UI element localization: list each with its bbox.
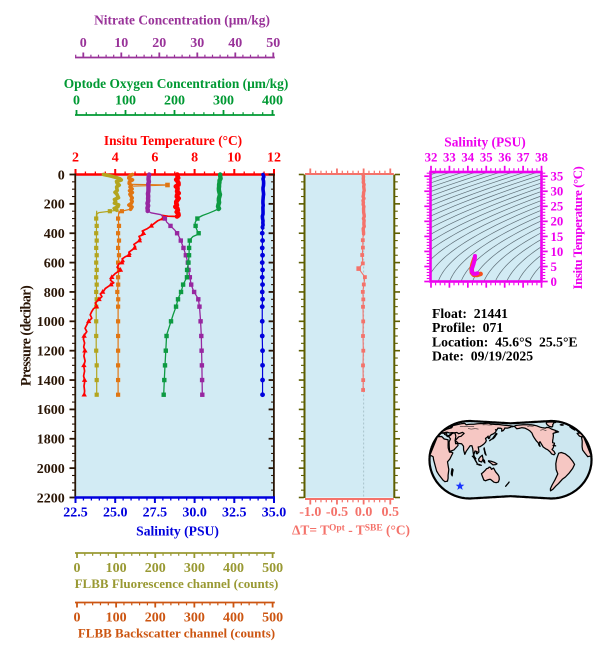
svg-text:200: 200 — [44, 198, 65, 213]
svg-text:400: 400 — [262, 94, 283, 109]
svg-text:15: 15 — [551, 230, 564, 244]
svg-text:0: 0 — [551, 275, 557, 289]
svg-text:Location: 45.6°S 25.5°E: Location: 45.6°S 25.5°E — [432, 335, 578, 350]
svg-text:300: 300 — [184, 561, 205, 576]
svg-text:10: 10 — [114, 36, 128, 51]
svg-text:500: 500 — [262, 611, 283, 626]
svg-text:400: 400 — [223, 611, 244, 626]
svg-text:25: 25 — [551, 200, 564, 214]
svg-text:400: 400 — [44, 227, 65, 242]
svg-text:20: 20 — [152, 36, 166, 51]
svg-text:33: 33 — [443, 151, 456, 165]
svg-text:0: 0 — [74, 561, 81, 576]
svg-text:Nitrate Concentration (µm/kg): Nitrate Concentration (µm/kg) — [94, 13, 270, 28]
svg-text:0.5: 0.5 — [382, 505, 400, 520]
svg-text:1400: 1400 — [37, 374, 65, 389]
svg-text:500: 500 — [262, 561, 283, 576]
svg-text:30: 30 — [190, 36, 204, 51]
svg-text:2000: 2000 — [37, 462, 65, 477]
svg-text:34: 34 — [461, 151, 474, 165]
svg-text:FLBB Backscatter channel (coun: FLBB Backscatter channel (counts) — [78, 626, 275, 641]
svg-text:0: 0 — [74, 611, 81, 626]
svg-text:Date: 09/19/2025: Date: 09/19/2025 — [432, 349, 533, 364]
svg-text:10: 10 — [227, 151, 241, 166]
svg-text:Float: 21441: Float: 21441 — [432, 306, 508, 321]
svg-text:6: 6 — [151, 151, 158, 166]
svg-text:27.5: 27.5 — [143, 506, 168, 521]
svg-text:200: 200 — [145, 611, 166, 626]
svg-text:1600: 1600 — [37, 403, 65, 418]
svg-text:32: 32 — [425, 151, 438, 165]
svg-text:30.0: 30.0 — [182, 506, 207, 521]
svg-text:400: 400 — [223, 561, 244, 576]
svg-text:-0.5: -0.5 — [326, 505, 348, 520]
svg-text:1200: 1200 — [37, 345, 65, 360]
svg-text:Insitu Temperature (°C): Insitu Temperature (°C) — [104, 133, 242, 148]
svg-text:30: 30 — [551, 185, 564, 199]
svg-text:Salinity (PSU): Salinity (PSU) — [136, 524, 219, 540]
svg-text:35: 35 — [480, 151, 493, 165]
svg-text:50: 50 — [266, 36, 280, 51]
svg-text:100: 100 — [115, 94, 136, 109]
svg-text:2200: 2200 — [37, 491, 65, 506]
svg-text:0.0: 0.0 — [355, 505, 373, 520]
svg-text:35.0: 35.0 — [262, 506, 287, 521]
svg-text:2: 2 — [72, 151, 79, 166]
svg-text:Profile: 071: Profile: 071 — [432, 320, 503, 335]
svg-text:40: 40 — [228, 36, 242, 51]
svg-text:36: 36 — [498, 151, 511, 165]
svg-text:200: 200 — [164, 94, 185, 109]
svg-text:Optode Oxygen Concentration (µ: Optode Oxygen Concentration (µm/kg) — [64, 76, 289, 91]
svg-text:5: 5 — [551, 260, 557, 274]
svg-text:300: 300 — [213, 94, 234, 109]
svg-text:ΔT= TOpt - TSBE (°C): ΔT= TOpt - TSBE (°C) — [292, 523, 410, 538]
svg-text:300: 300 — [184, 611, 205, 626]
svg-text:25.0: 25.0 — [103, 506, 128, 521]
svg-text:37: 37 — [517, 151, 530, 165]
svg-text:Insitu Temperature (°C): Insitu Temperature (°C) — [570, 166, 585, 289]
svg-text:0: 0 — [80, 36, 87, 51]
svg-text:100: 100 — [106, 611, 127, 626]
svg-text:38: 38 — [535, 151, 548, 165]
svg-text:0: 0 — [58, 168, 65, 183]
svg-text:600: 600 — [44, 256, 65, 271]
svg-text:100: 100 — [106, 561, 127, 576]
svg-text:Pressure (decibar): Pressure (decibar) — [19, 285, 35, 386]
svg-text:4: 4 — [112, 151, 119, 166]
svg-text:1800: 1800 — [37, 433, 65, 448]
svg-text:12: 12 — [267, 151, 281, 166]
svg-text:1000: 1000 — [37, 315, 65, 330]
svg-text:200: 200 — [145, 561, 166, 576]
svg-text:22.5: 22.5 — [63, 506, 88, 521]
svg-text:32.5: 32.5 — [222, 506, 247, 521]
svg-text:10: 10 — [551, 245, 564, 259]
svg-text:0: 0 — [73, 94, 80, 109]
svg-text:8: 8 — [191, 151, 198, 166]
svg-text:35: 35 — [551, 170, 564, 184]
svg-text:FLBB Fluorescence channel (cou: FLBB Fluorescence channel (counts) — [75, 576, 279, 591]
svg-text:Salinity (PSU): Salinity (PSU) — [444, 135, 525, 150]
svg-text:800: 800 — [44, 286, 65, 301]
svg-text:20: 20 — [551, 215, 564, 229]
svg-text:-1.0: -1.0 — [299, 505, 321, 520]
